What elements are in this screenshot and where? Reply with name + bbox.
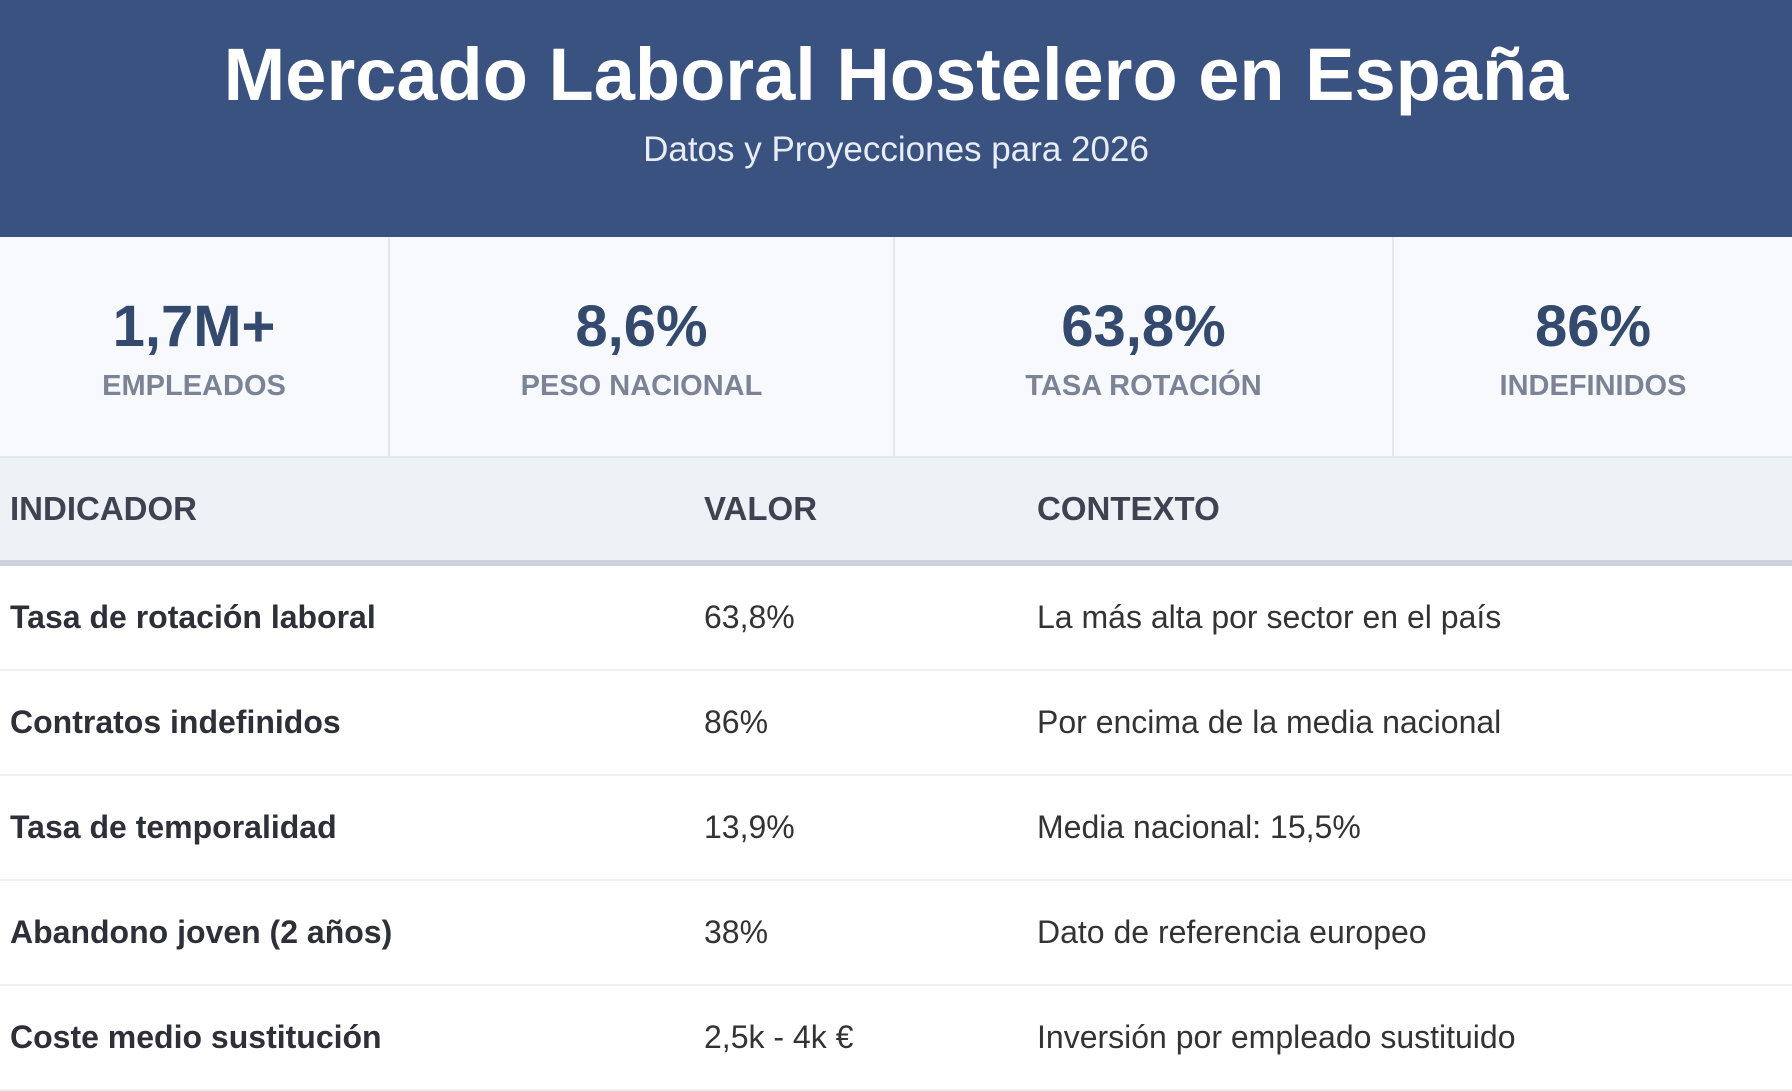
stat-label: EMPLEADOS: [102, 370, 286, 402]
table-row: Tasa de temporalidad 13,9% Media naciona…: [0, 775, 1792, 881]
indicator-cell: Tasa de temporalidad: [0, 775, 694, 881]
value-cell: 13,9%: [694, 775, 1027, 881]
indicator-cell: Abandono joven (2 años): [0, 880, 694, 986]
stats-row: 1,7M+ EMPLEADOS 8,6% PESO NACIONAL 63,8%…: [0, 237, 1792, 458]
stat-value: 1,7M+: [112, 294, 276, 359]
stat-value: 8,6%: [575, 294, 708, 359]
context-cell: Media nacional: 15,5%: [1027, 775, 1792, 881]
context-cell: Por encima de la media nacional: [1027, 670, 1792, 776]
column-header-valor: VALOR: [694, 458, 1027, 566]
table-row: Abandono joven (2 años) 38% Dato de refe…: [0, 880, 1792, 986]
indicator-cell: Coste medio sustitución: [0, 985, 694, 1091]
stat-label: PESO NACIONAL: [520, 370, 763, 402]
table-row: Contratos indefinidos 86% Por encima de …: [0, 670, 1792, 776]
stat-label: TASA ROTACIÓN: [1025, 370, 1262, 402]
stat-value: 86%: [1534, 294, 1652, 359]
column-header-contexto: CONTEXTO: [1027, 458, 1792, 566]
stat-value: 63,8%: [1061, 294, 1226, 359]
value-cell: 86%: [694, 670, 1027, 776]
indicator-cell: Contratos indefinidos: [0, 670, 694, 776]
context-cell: Inversión por empleado sustituido: [1027, 985, 1792, 1091]
stat-card-indefinidos: 86% INDEFINIDOS: [1394, 237, 1792, 456]
table-row: Tasa de rotación laboral 63,8% La más al…: [0, 563, 1792, 671]
value-cell: 63,8%: [694, 563, 1027, 671]
value-cell: 2,5k - 4k €: [694, 985, 1027, 1091]
context-cell: Dato de referencia europeo: [1027, 880, 1792, 986]
page-title: Mercado Laboral Hostelero en España: [223, 33, 1569, 116]
stat-card-empleados: 1,7M+ EMPLEADOS: [0, 237, 390, 456]
column-header-indicador: INDICADOR: [0, 458, 694, 566]
value-cell: 38%: [694, 880, 1027, 986]
indicators-table: INDICADOR VALOR CONTEXTO Tasa de rotació…: [0, 458, 1792, 1091]
stat-card-tasa-rotacion: 63,8% TASA ROTACIÓN: [895, 237, 1394, 456]
table-row: Coste medio sustitución 2,5k - 4k € Inve…: [0, 985, 1792, 1091]
table-header-row: INDICADOR VALOR CONTEXTO: [0, 458, 1792, 566]
stat-card-peso-nacional: 8,6% PESO NACIONAL: [390, 237, 895, 456]
page-header: Mercado Laboral Hostelero en España Dato…: [0, 0, 1792, 237]
context-cell: La más alta por sector en el país: [1027, 563, 1792, 671]
stat-label: INDEFINIDOS: [1499, 370, 1687, 402]
page-subtitle: Datos y Proyecciones para 2026: [643, 130, 1149, 169]
indicator-cell: Tasa de rotación laboral: [0, 563, 694, 671]
